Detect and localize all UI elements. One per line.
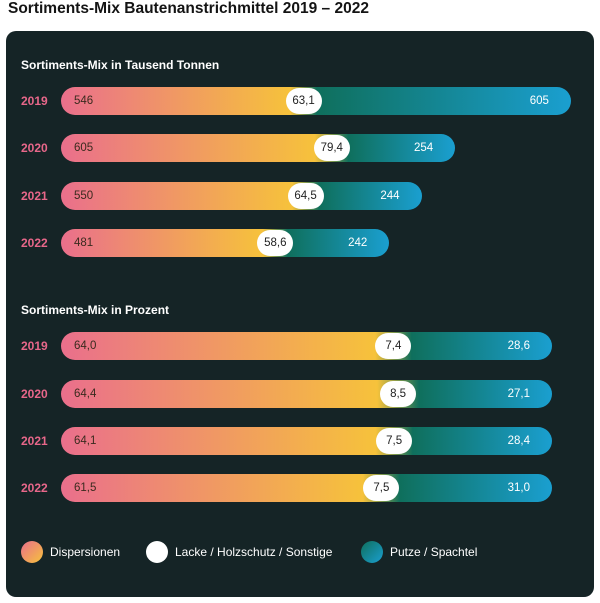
value-putze-tonnen-2021: 244: [380, 190, 400, 202]
page-title: Sortiments-Mix Bautenanstrichmittel 2019…: [8, 0, 369, 17]
chart-title-prozent: Sortiments-Mix in Prozent: [21, 303, 170, 317]
value-putze-tonnen-2022: 242: [348, 237, 368, 249]
value-lacke-prozent-2021: 7,5: [376, 428, 413, 454]
value-dispersionen-prozent-2020: 64,4: [74, 388, 97, 400]
legend-label-dispersionen: Dispersionen: [50, 545, 121, 559]
bar-tonnen-2021: [61, 182, 422, 210]
value-lacke-prozent-2019: 7,4: [375, 333, 412, 359]
legend-label-putze: Putze / Spachtel: [390, 545, 478, 559]
value-putze-prozent-2019: 28,6: [507, 340, 530, 352]
year-label-tonnen-2022: 2022: [21, 236, 48, 250]
legend-label-lacke: Lacke / Holzschutz / Sonstige: [175, 545, 333, 559]
value-putze-tonnen-2020: 254: [413, 142, 434, 154]
year-label-tonnen-2019: 2019: [21, 94, 48, 108]
value-lacke-tonnen-2020: 79,4: [313, 135, 350, 161]
bar-tonnen-2022: [61, 229, 390, 257]
bar-prozent-2020: [61, 380, 552, 408]
gradient-pink-yellow-dot-icon: [21, 541, 43, 563]
chart-title-tonnen: Sortiments-Mix in Tausend Tonnen: [21, 58, 220, 72]
bar-tonnen-2020: [61, 134, 456, 162]
value-dispersionen-tonnen-2022: 481: [74, 237, 94, 249]
value-dispersionen-tonnen-2019: 546: [74, 95, 94, 107]
value-putze-prozent-2021: 28,4: [507, 435, 530, 447]
bar-prozent-2022: [61, 474, 552, 502]
value-putze-prozent-2022: 31,0: [507, 482, 530, 494]
year-label-prozent-2019: 2019: [21, 339, 48, 353]
year-label-tonnen-2021: 2021: [21, 189, 48, 203]
value-dispersionen-prozent-2019: 64,0: [74, 340, 97, 352]
value-dispersionen-prozent-2022: 61,5: [74, 482, 97, 494]
value-putze-tonnen-2019: 605: [529, 95, 549, 107]
value-lacke-tonnen-2019: 63,1: [285, 88, 322, 114]
chart-panel: [6, 31, 594, 597]
year-label-prozent-2021: 2021: [21, 434, 48, 448]
value-lacke-tonnen-2022: 58,6: [257, 230, 294, 256]
value-dispersionen-tonnen-2021: 550: [74, 190, 94, 202]
value-dispersionen-prozent-2021: 64,1: [74, 435, 97, 447]
bar-prozent-2019: [61, 332, 552, 360]
year-label-prozent-2020: 2020: [21, 387, 48, 401]
value-lacke-prozent-2022: 7,5: [363, 475, 400, 501]
gradient-teal-dot-icon: [361, 541, 383, 563]
value-lacke-tonnen-2021: 64,5: [287, 183, 324, 209]
white-dot-icon: [146, 541, 168, 563]
value-putze-prozent-2020: 27,1: [507, 388, 530, 400]
value-lacke-prozent-2020: 8,5: [380, 381, 417, 407]
value-dispersionen-tonnen-2020: 605: [74, 142, 94, 154]
year-label-prozent-2022: 2022: [21, 481, 48, 495]
bar-prozent-2021: [61, 427, 552, 455]
year-label-tonnen-2020: 2020: [21, 141, 48, 155]
